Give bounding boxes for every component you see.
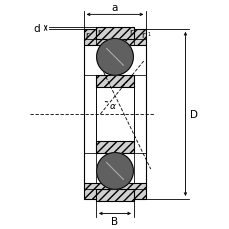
Text: $\alpha$: $\alpha$: [109, 101, 116, 110]
Circle shape: [96, 153, 133, 189]
Text: r: r: [96, 28, 100, 37]
Circle shape: [96, 39, 133, 76]
Text: r: r: [129, 28, 133, 37]
Bar: [95, 76, 134, 87]
Bar: [83, 30, 146, 46]
Text: B: B: [111, 216, 118, 226]
Bar: [95, 141, 134, 153]
Bar: [95, 28, 134, 39]
Bar: [83, 28, 95, 87]
Bar: [95, 87, 134, 141]
Bar: [83, 141, 95, 201]
Bar: [83, 183, 146, 199]
Bar: [134, 28, 146, 87]
Text: r: r: [141, 30, 144, 39]
Bar: [95, 189, 134, 201]
Text: a: a: [111, 3, 118, 13]
Bar: [83, 46, 95, 183]
Bar: [134, 46, 146, 183]
Text: d: d: [33, 24, 40, 34]
Text: $_1$: $_1$: [146, 30, 151, 39]
Bar: [134, 141, 146, 201]
Text: r: r: [85, 30, 88, 39]
Text: D: D: [190, 109, 197, 119]
